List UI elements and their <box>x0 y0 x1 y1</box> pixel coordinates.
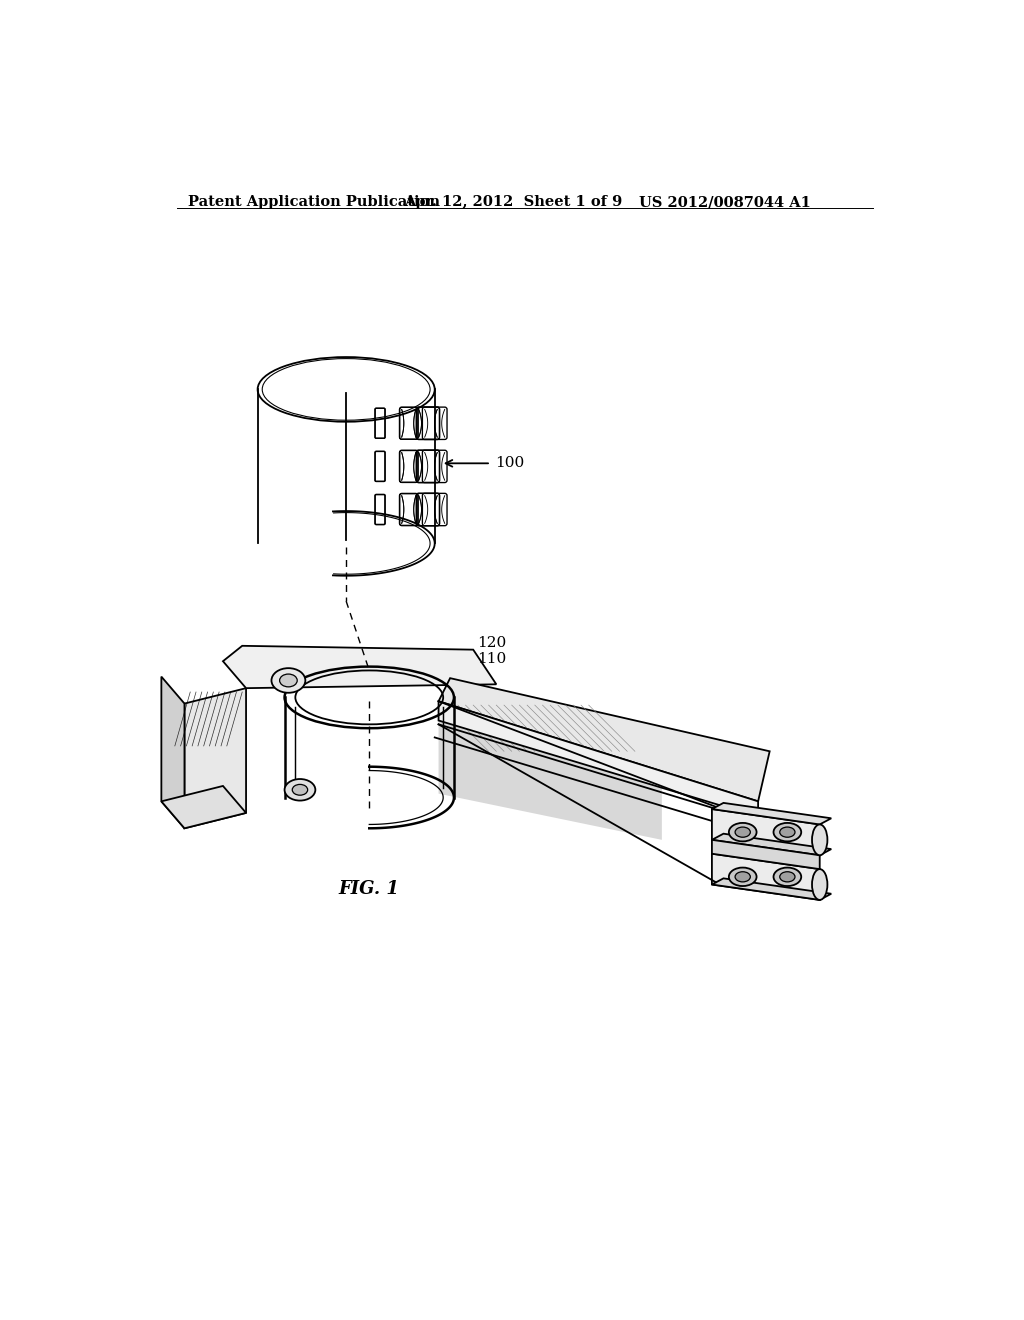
Ellipse shape <box>812 869 827 900</box>
Ellipse shape <box>280 675 297 686</box>
Ellipse shape <box>285 779 315 800</box>
Polygon shape <box>712 854 819 900</box>
Ellipse shape <box>729 822 757 841</box>
Polygon shape <box>162 785 246 829</box>
Polygon shape <box>438 701 662 840</box>
Text: 100: 100 <box>495 457 524 470</box>
Ellipse shape <box>773 867 801 886</box>
Ellipse shape <box>779 828 795 837</box>
Text: Apr. 12, 2012  Sheet 1 of 9: Apr. 12, 2012 Sheet 1 of 9 <box>403 195 623 210</box>
Ellipse shape <box>773 822 801 841</box>
Ellipse shape <box>735 871 751 882</box>
Text: 120: 120 <box>477 636 506 651</box>
Ellipse shape <box>271 668 305 693</box>
Polygon shape <box>712 803 831 825</box>
Polygon shape <box>223 645 497 688</box>
Text: 110: 110 <box>477 652 506 665</box>
Polygon shape <box>712 878 831 900</box>
Text: US 2012/0087044 A1: US 2012/0087044 A1 <box>639 195 811 210</box>
Text: FIG. 1: FIG. 1 <box>339 879 399 898</box>
Ellipse shape <box>292 784 307 795</box>
Ellipse shape <box>779 871 795 882</box>
Polygon shape <box>438 678 770 801</box>
Polygon shape <box>162 677 184 829</box>
Polygon shape <box>712 840 819 869</box>
Ellipse shape <box>729 867 757 886</box>
Polygon shape <box>438 701 758 817</box>
Ellipse shape <box>735 828 751 837</box>
Polygon shape <box>712 834 831 855</box>
Polygon shape <box>712 809 819 855</box>
Text: Patent Application Publication: Patent Application Publication <box>188 195 440 210</box>
Polygon shape <box>184 688 246 829</box>
Ellipse shape <box>812 825 827 855</box>
